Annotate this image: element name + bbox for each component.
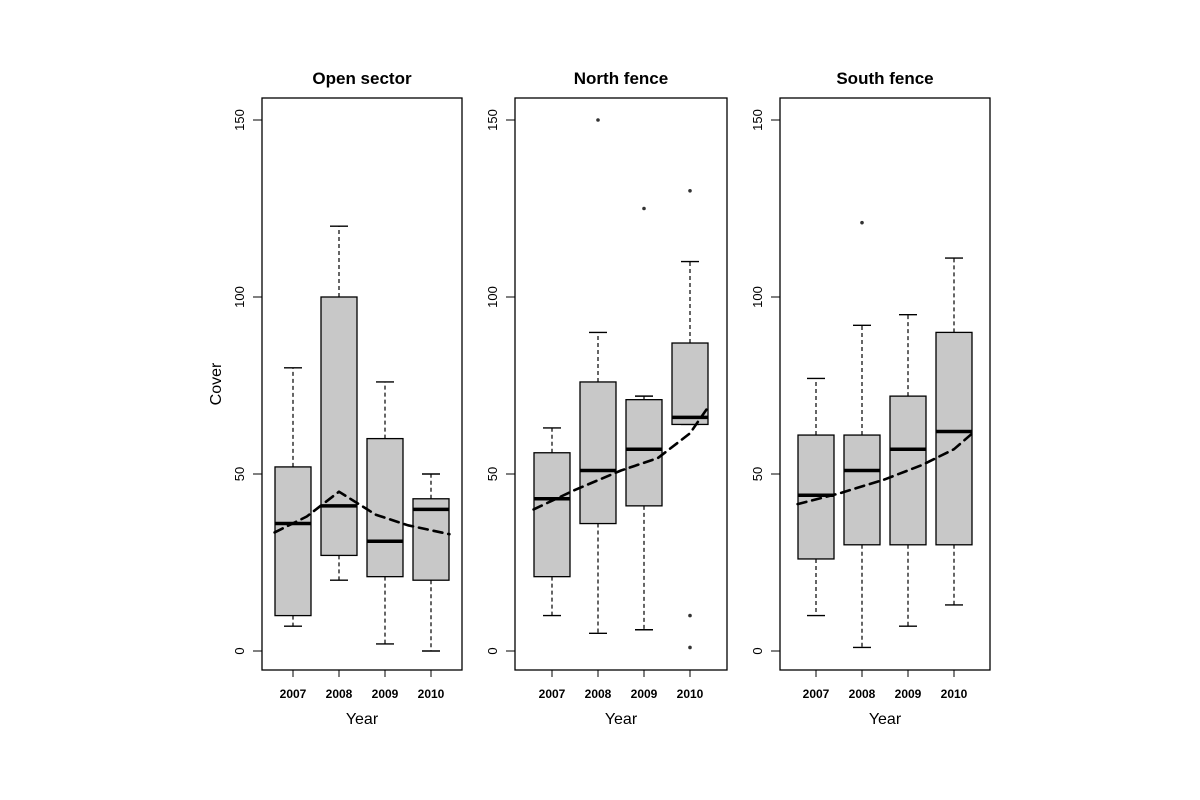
y-tick-label: 50: [232, 467, 247, 481]
box-2009: [889, 314, 927, 627]
y-axis-label: Cover: [208, 362, 225, 405]
iqr-box: [412, 498, 450, 581]
y-tick-label: 150: [750, 109, 765, 131]
box-2008: [579, 118, 617, 634]
panel-title: Open sector: [312, 69, 412, 88]
y-tick-label: 150: [485, 109, 500, 131]
y-tick-label: 0: [750, 647, 765, 654]
x-axis-label: Year: [346, 711, 379, 728]
x-tick-label: 2008: [326, 687, 353, 701]
box-2008: [843, 220, 881, 649]
iqr-box: [579, 381, 617, 525]
iqr-box: [797, 434, 835, 560]
y-tick-label: 100: [485, 286, 500, 308]
panel-1: Open sector 0 50 100 150 2007 2008 2009 2010 Year…: [208, 69, 463, 728]
x-tick-label: 2007: [803, 687, 830, 701]
x-axis-label: Year: [605, 711, 638, 728]
box-2007: [797, 377, 835, 617]
panel-title: North fence: [574, 69, 668, 88]
box-2010: [671, 189, 709, 650]
x-axis-label: Year: [869, 711, 902, 728]
box-2007: [533, 427, 571, 617]
outlier-point: [688, 613, 692, 618]
outlier-point: [642, 206, 646, 211]
x-tick-label: 2010: [418, 687, 445, 701]
box-2010: [412, 473, 450, 652]
x-tick-label: 2008: [585, 687, 612, 701]
panel-2: North fence 0 50 100 150 2007 2008 2009 2010 Year: [485, 69, 728, 728]
panel-title: South fence: [836, 69, 933, 88]
trend-line: [273, 490, 451, 536]
y-tick-label: 100: [232, 286, 247, 308]
x-tick-label: 2010: [677, 687, 704, 701]
iqr-box: [533, 452, 571, 578]
y-tick-label: 100: [750, 286, 765, 308]
x-tick-label: 2008: [849, 687, 876, 701]
panel-3: South fence 0 50 100 150 2007 2008 2009 2010 Year: [750, 69, 991, 728]
iqr-box: [671, 342, 709, 426]
iqr-box: [320, 296, 358, 557]
x-tick-label: 2007: [280, 687, 307, 701]
x-tick-label: 2009: [631, 687, 658, 701]
x-tick-label: 2009: [895, 687, 922, 701]
iqr-box: [366, 437, 404, 578]
x-tick-label: 2009: [372, 687, 399, 701]
outlier-point: [688, 645, 692, 650]
y-tick-label: 150: [232, 109, 247, 131]
x-tick-label: 2007: [539, 687, 566, 701]
trend-line: [532, 405, 710, 511]
box-2010: [935, 257, 973, 606]
trend-line: [796, 432, 974, 506]
outlier-point: [596, 118, 600, 122]
x-tick-label: 2010: [941, 687, 968, 701]
iqr-box: [889, 395, 927, 546]
y-tick-label: 0: [232, 647, 247, 654]
iqr-box: [274, 466, 312, 617]
y-tick-label: 50: [485, 467, 500, 481]
y-tick-label: 0: [485, 647, 500, 654]
box-2007: [274, 367, 312, 627]
box-2008: [320, 225, 358, 581]
box-2009: [625, 206, 663, 631]
outlier-point: [860, 220, 864, 225]
outlier-point: [688, 189, 692, 193]
box-2009: [366, 381, 404, 645]
y-tick-label: 50: [750, 467, 765, 481]
iqr-box: [625, 399, 663, 507]
